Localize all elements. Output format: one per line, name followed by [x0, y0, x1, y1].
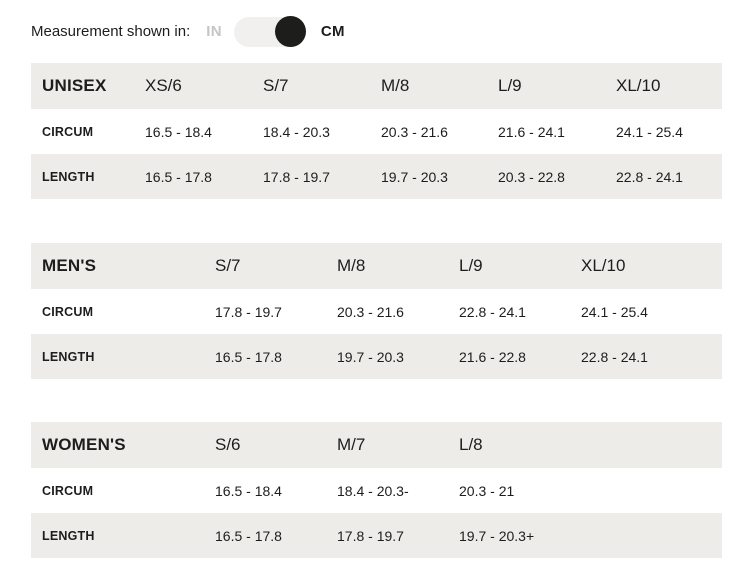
size-header: XL/10 — [581, 256, 626, 275]
table-cell: 22.8 - 24.1 — [581, 348, 648, 365]
table-cell: 19.7 - 20.3 — [337, 348, 404, 365]
size-header: L/8 — [459, 435, 483, 454]
size-header: M/8 — [337, 256, 366, 275]
womens-header-row: WOMEN'S S/6 M/7 L/8 — [31, 422, 722, 468]
table-cell: 18.4 - 20.3- — [337, 482, 409, 499]
row-label: CIRCUM — [42, 483, 94, 498]
table-cell: 16.5 - 17.8 — [145, 168, 212, 185]
table-cell: 16.5 - 17.8 — [215, 348, 282, 365]
table-cell: 18.4 - 20.3 — [263, 123, 330, 140]
table-cell: 20.3 - 21.6 — [337, 303, 404, 320]
size-header: L/9 — [498, 76, 522, 95]
table-cell: 20.3 - 21 — [459, 482, 515, 499]
mens-size-table: MEN'S S/7 M/8 L/9 XL/10 CIRCUM 17.8 - 19… — [31, 243, 722, 379]
table-cell: 17.8 - 19.7 — [337, 527, 404, 544]
table-cell: 24.1 - 25.4 — [616, 123, 683, 140]
unit-option-in[interactable]: IN — [206, 23, 222, 40]
table-title-womens: WOMEN'S — [42, 435, 126, 454]
table-cell: 16.5 - 18.4 — [145, 123, 212, 140]
table-cell: 22.8 - 24.1 — [459, 303, 526, 320]
row-label: CIRCUM — [42, 304, 94, 319]
table-cell: 20.3 - 21.6 — [381, 123, 448, 140]
row-label: CIRCUM — [42, 124, 94, 139]
unit-toggle-switch[interactable] — [233, 15, 306, 47]
mens-circum-row: CIRCUM 17.8 - 19.7 20.3 - 21.6 22.8 - 24… — [31, 289, 722, 334]
measurement-toggle-row: Measurement shown in: IN CM — [0, 0, 753, 50]
table-cell: 17.8 - 19.7 — [215, 303, 282, 320]
size-header: XS/6 — [145, 76, 182, 95]
unisex-length-row: LENGTH 16.5 - 17.8 17.8 - 19.7 19.7 - 20… — [31, 154, 722, 199]
size-header: S/6 — [215, 435, 241, 454]
mens-length-row: LENGTH 16.5 - 17.8 19.7 - 20.3 21.6 - 22… — [31, 334, 722, 379]
size-header: XL/10 — [616, 76, 661, 95]
womens-length-row: LENGTH 16.5 - 17.8 17.8 - 19.7 19.7 - 20… — [31, 513, 722, 558]
size-header: S/7 — [263, 76, 289, 95]
unit-option-cm[interactable]: CM — [320, 23, 345, 40]
size-header: L/9 — [459, 256, 483, 275]
size-header: M/8 — [381, 76, 410, 95]
size-header: S/7 — [215, 256, 241, 275]
table-cell: 22.8 - 24.1 — [616, 168, 683, 185]
row-label: LENGTH — [42, 349, 95, 364]
size-header: M/7 — [337, 435, 366, 454]
toggle-knob-icon — [274, 15, 306, 47]
measurement-label: Measurement shown in: — [31, 23, 191, 40]
unisex-size-table: UNISEX XS/6 S/7 M/8 L/9 XL/10 CIRCUM 16.… — [31, 63, 722, 199]
mens-header-row: MEN'S S/7 M/8 L/9 XL/10 — [31, 243, 722, 289]
table-cell: 16.5 - 17.8 — [215, 527, 282, 544]
row-label: LENGTH — [42, 528, 95, 543]
table-cell: 21.6 - 24.1 — [498, 123, 565, 140]
womens-circum-row: CIRCUM 16.5 - 18.4 18.4 - 20.3- 20.3 - 2… — [31, 468, 722, 513]
table-cell: 21.6 - 22.8 — [459, 348, 526, 365]
row-label: LENGTH — [42, 169, 95, 184]
table-cell: 19.7 - 20.3+ — [459, 527, 535, 544]
table-title-unisex: UNISEX — [42, 76, 107, 95]
unisex-header-row: UNISEX XS/6 S/7 M/8 L/9 XL/10 — [31, 63, 722, 109]
unisex-circum-row: CIRCUM 16.5 - 18.4 18.4 - 20.3 20.3 - 21… — [31, 109, 722, 154]
table-cell: 19.7 - 20.3 — [381, 168, 448, 185]
table-cell: 20.3 - 22.8 — [498, 168, 565, 185]
table-cell: 17.8 - 19.7 — [263, 168, 330, 185]
table-cell: 24.1 - 25.4 — [581, 303, 648, 320]
womens-size-table: WOMEN'S S/6 M/7 L/8 CIRCUM 16.5 - 18.4 1… — [31, 422, 722, 558]
table-cell: 16.5 - 18.4 — [215, 482, 282, 499]
table-title-mens: MEN'S — [42, 256, 97, 275]
